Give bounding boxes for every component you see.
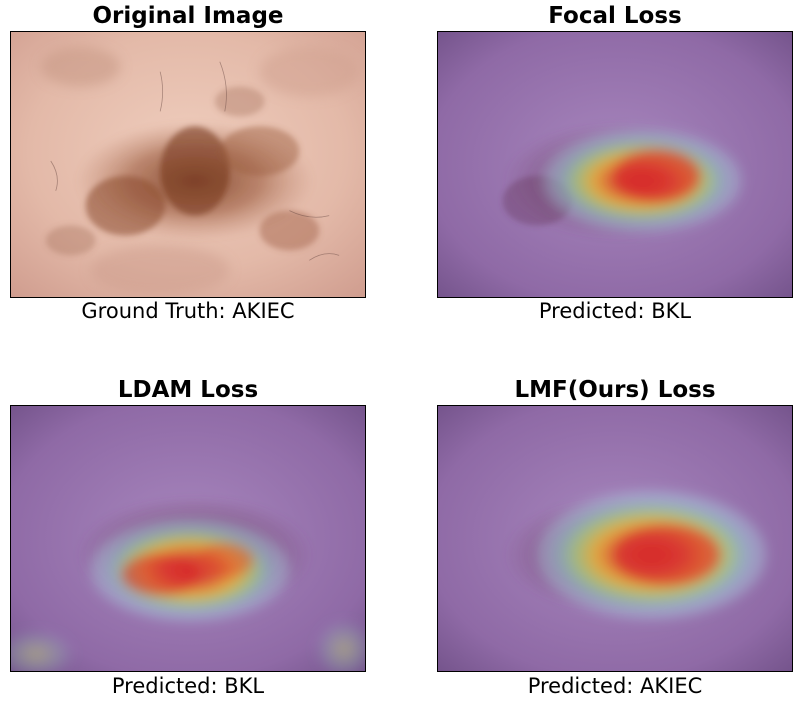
ldam-loss-heatmap-image [10,405,366,672]
ldam-loss-prediction-caption: Predicted: BKL [111,674,265,698]
focal-loss-prediction-caption: Predicted: BKL [538,299,692,323]
lmf-loss-prediction-caption: Predicted: AKIEC [527,674,703,698]
panel-title-original: Original Image [92,3,284,29]
panel-title-lmf: LMF(Ours) Loss [514,377,716,403]
ground-truth-caption: Ground Truth: AKIEC [81,299,295,323]
lmf-loss-heatmap-image [437,405,793,672]
panel-title-ldam: LDAM Loss [117,377,259,403]
original-dermoscopy-image [10,31,366,298]
panel-title-focal: Focal Loss [548,3,682,29]
focal-loss-heatmap-image [437,31,793,298]
